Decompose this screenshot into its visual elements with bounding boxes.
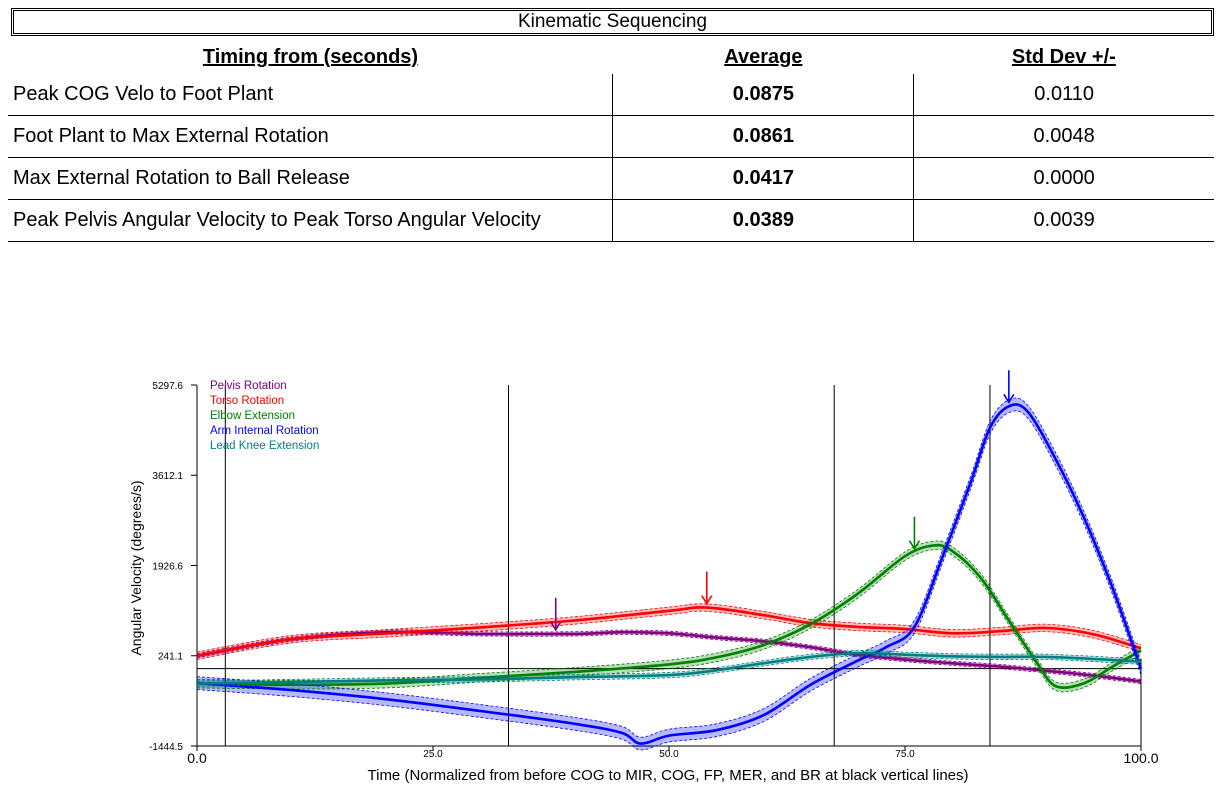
table-row: Foot Plant to Max External Rotation 0.08… [8,115,1214,158]
std-lower-line [196,633,1142,684]
table-row: Peak COG Velo to Foot Plant 0.0875 0.011… [8,74,1214,116]
peak-arrow-head [550,621,562,632]
y-tick-label: 241.1 [158,652,183,663]
row-average: 0.0861 [612,115,914,158]
std-upper-line [196,629,1142,680]
legend: Pelvis Rotation Torso Rotation Elbow Exten… [210,380,319,452]
x-tick-label: 25.0 [423,749,443,760]
legend-entry: Arm Internal Rotation [210,425,319,437]
kinematic-sequencing-table: Timing from (seconds) Average Std Dev +/… [8,41,1214,242]
row-std: 0.0000 [913,157,1214,200]
header-timing: Timing from (seconds) [202,46,419,68]
row-std: 0.0110 [913,74,1214,116]
table-title: Kinematic Sequencing [11,8,1214,36]
series-line [196,403,1143,745]
std-lower-line [196,610,1142,660]
legend-entry: Elbow Extension [210,410,295,422]
peak-arrows [550,370,1015,632]
legend-entry: Pelvis Rotation [210,380,287,392]
peak-arrow-head [908,540,921,551]
table-header-row: Timing from (seconds) Average Std Dev +/… [8,41,1214,74]
x-tick-label: 0.0 [187,750,207,766]
row-average: 0.0389 [612,199,914,242]
axis-ticks: 5297.6 3612.1 1926.6 241.1 -1444.5 0.0 25.0 50.… [149,381,1159,766]
x-axis-label: Time (Normalized from before COG to MIR,… [368,767,969,784]
row-std: 0.0039 [913,199,1214,242]
std-lower-line [196,410,1142,751]
x-tick-label: 75.0 [895,749,915,760]
series-line [196,606,1142,658]
table-row: Max External Rotation to Ball Release 0.… [8,157,1214,200]
y-tick-label: 3612.1 [152,471,183,482]
row-label: Max External Rotation to Ball Release [8,157,613,200]
table-row: Peak Pelvis Angular Velocity to Peak Tor… [8,199,1214,242]
x-tick-label: 100.0 [1123,750,1158,766]
legend-entry: Torso Rotation [210,395,284,407]
std-upper-line [196,540,1142,684]
std-lower-line [196,655,1142,687]
y-tick-label: 1926.6 [152,561,183,572]
series-lines [196,397,1143,751]
y-tick-label: -1444.5 [149,742,183,753]
std-upper-line [196,650,1142,682]
row-label: Peak Pelvis Angular Velocity to Peak Tor… [8,199,613,242]
angular-velocity-chart: 5297.6 3612.1 1926.6 241.1 -1444.5 0.0 25.0 50.… [128,370,1159,784]
row-std: 0.0048 [913,115,1214,158]
std-band [197,540,1141,692]
peak-arrow-head [1003,393,1015,404]
legend-entry: Lead Knee Extension [210,440,319,452]
std-bands [197,398,1141,751]
row-label: Foot Plant to Max External Rotation [8,115,613,158]
row-label: Peak COG Velo to Foot Plant [8,74,613,116]
header-average: Average [724,46,803,68]
y-axis-label: Angular Velocity (degrees/s) [128,480,144,655]
series-line [196,651,1142,685]
std-lower-line [196,549,1142,693]
x-tick-label: 50.0 [659,749,679,760]
header-std-dev: Std Dev +/- [1011,46,1116,68]
y-tick-label: 5297.6 [152,381,183,392]
std-band [197,398,1141,751]
row-average: 0.0875 [612,74,914,116]
row-average: 0.0417 [612,157,914,200]
peak-arrow-head [701,595,713,606]
